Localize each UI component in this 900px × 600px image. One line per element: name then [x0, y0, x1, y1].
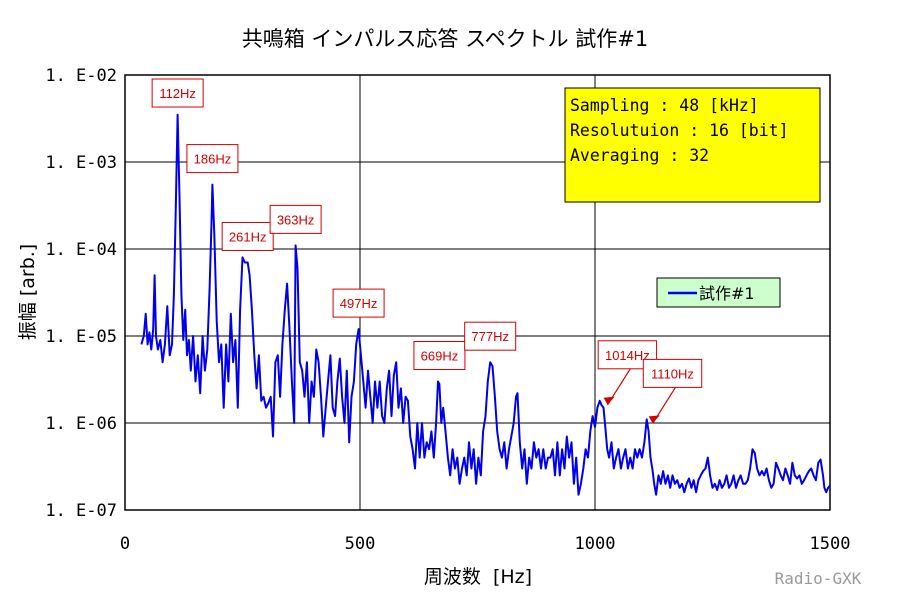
info-averaging: Averaging : 32	[570, 146, 709, 165]
y-tick-label: 1. E-03	[45, 153, 117, 173]
callout-1014hz: 1014Hz	[597, 340, 658, 406]
callout-box	[186, 144, 239, 174]
callout-arrowhead	[648, 415, 660, 424]
peak-callouts: 112Hz 186Hz 261Hz 363Hz 497Hz 669Hz 777Hz 1014H…	[151, 78, 703, 424]
callout-box	[413, 340, 466, 370]
callout-box	[332, 288, 385, 318]
x-axis-ticks: 0 500 1000 1500	[120, 534, 851, 554]
callout-label: 669Hz	[421, 348, 459, 363]
x-tick-label: 500	[345, 534, 376, 554]
callout-112hz: 112Hz	[151, 78, 204, 108]
info-box: Sampling : 48 [kHz] Resolutuion : 16 [bi…	[564, 87, 821, 203]
callout-box	[269, 204, 322, 234]
callout-label: 261Hz	[229, 229, 267, 244]
callout-label: 112Hz	[159, 86, 196, 101]
callout-box	[597, 340, 658, 370]
callout-363hz: 363Hz	[269, 204, 322, 234]
callout-label: 497Hz	[340, 296, 378, 311]
y-axis-label: 振幅 [arb.]	[17, 244, 39, 340]
callout-label: 1110Hz	[651, 366, 694, 381]
y-tick-label: 1. E-07	[45, 501, 117, 521]
legend-label: 試作#1	[699, 284, 755, 303]
x-tick-label: 1500	[810, 534, 851, 554]
y-tick-label: 1. E-02	[45, 66, 117, 86]
callout-box	[221, 221, 274, 251]
credit-watermark: Radio-GXK	[775, 569, 862, 588]
y-tick-label: 1. E-04	[45, 240, 117, 260]
callout-497hz: 497Hz	[332, 288, 385, 318]
callout-label: 1014Hz	[605, 348, 650, 363]
y-tick-label: 1. E-06	[45, 414, 117, 434]
info-sampling: Sampling : 48 [kHz]	[570, 96, 759, 115]
x-tick-label: 1000	[575, 534, 616, 554]
callout-label: 777Hz	[471, 329, 509, 344]
info-resolution: Resolutuion : 16 [bit]	[570, 121, 789, 140]
callout-label: 363Hz	[277, 212, 315, 227]
callout-1110hz: 1110Hz	[642, 358, 703, 424]
legend: 試作#1	[656, 277, 781, 308]
callout-box	[642, 358, 703, 388]
callout-669hz: 669Hz	[413, 340, 466, 370]
series-layer	[140, 113, 831, 496]
info-box-background	[564, 87, 821, 203]
callout-777hz: 777Hz	[464, 321, 517, 351]
series-line	[140, 113, 831, 496]
callout-186hz: 186Hz	[186, 144, 239, 174]
y-axis-ticks: 1. E-07 1. E-06 1. E-05 1. E-04 1. E-03 1. E-…	[45, 66, 117, 521]
y-tick-label: 1. E-05	[45, 327, 117, 347]
callout-label: 186Hz	[194, 152, 232, 167]
chart-title: 共鳴箱 インパルス応答 スペクトル 試作#1	[242, 27, 649, 51]
x-axis-label: 周波数 [Hz]	[424, 566, 532, 588]
x-tick-label: 0	[120, 534, 130, 554]
callout-box	[464, 321, 517, 351]
callout-box	[151, 78, 204, 108]
callout-261hz: 261Hz	[221, 221, 274, 251]
callout-arrowhead	[603, 396, 615, 405]
